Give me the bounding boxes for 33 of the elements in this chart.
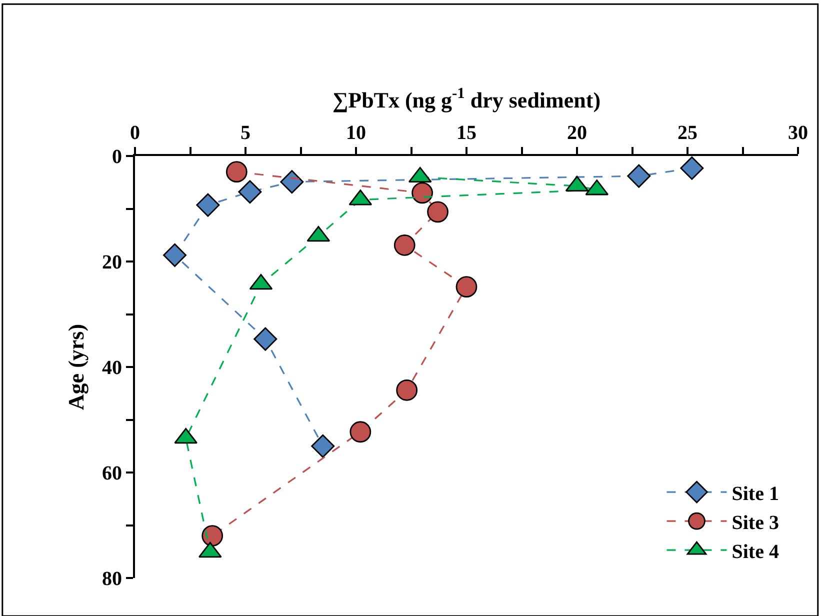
y-tick-label: 60	[102, 462, 122, 484]
legend-label: Site 4	[732, 540, 779, 563]
point	[394, 234, 416, 256]
point	[254, 327, 278, 351]
point	[396, 380, 418, 401]
point	[412, 182, 433, 204]
point	[427, 201, 448, 223]
point	[202, 525, 224, 546]
x-tick-label: 15	[456, 122, 476, 144]
point	[680, 156, 704, 180]
point	[627, 164, 651, 188]
y-axis-title: Age (yrs)	[63, 324, 88, 410]
point	[163, 243, 187, 267]
legend-label: Site 1	[732, 482, 779, 505]
x-tick-label: 20	[567, 122, 587, 144]
x-tick-label: 30	[788, 122, 808, 144]
point	[196, 193, 220, 217]
legend-label: Site 3	[732, 512, 779, 534]
y-tick-label: 20	[102, 252, 122, 274]
y-tick-label: 40	[102, 357, 122, 379]
y-tick-label: 0	[112, 146, 122, 168]
x-tick-label: 10	[346, 122, 366, 144]
x-tick-label: 5	[240, 122, 250, 144]
x-tick-label: 0	[130, 122, 140, 144]
y-tick-label: 80	[102, 568, 122, 590]
point	[238, 180, 262, 204]
point	[456, 276, 478, 298]
point	[350, 421, 372, 443]
point	[280, 170, 304, 194]
point	[226, 161, 248, 183]
x-axis-title: ∑PbTx (ng g$^{-1}$ dry sediment)	[332, 85, 601, 112]
x-tick-label: 25	[678, 122, 698, 144]
point	[311, 434, 335, 458]
